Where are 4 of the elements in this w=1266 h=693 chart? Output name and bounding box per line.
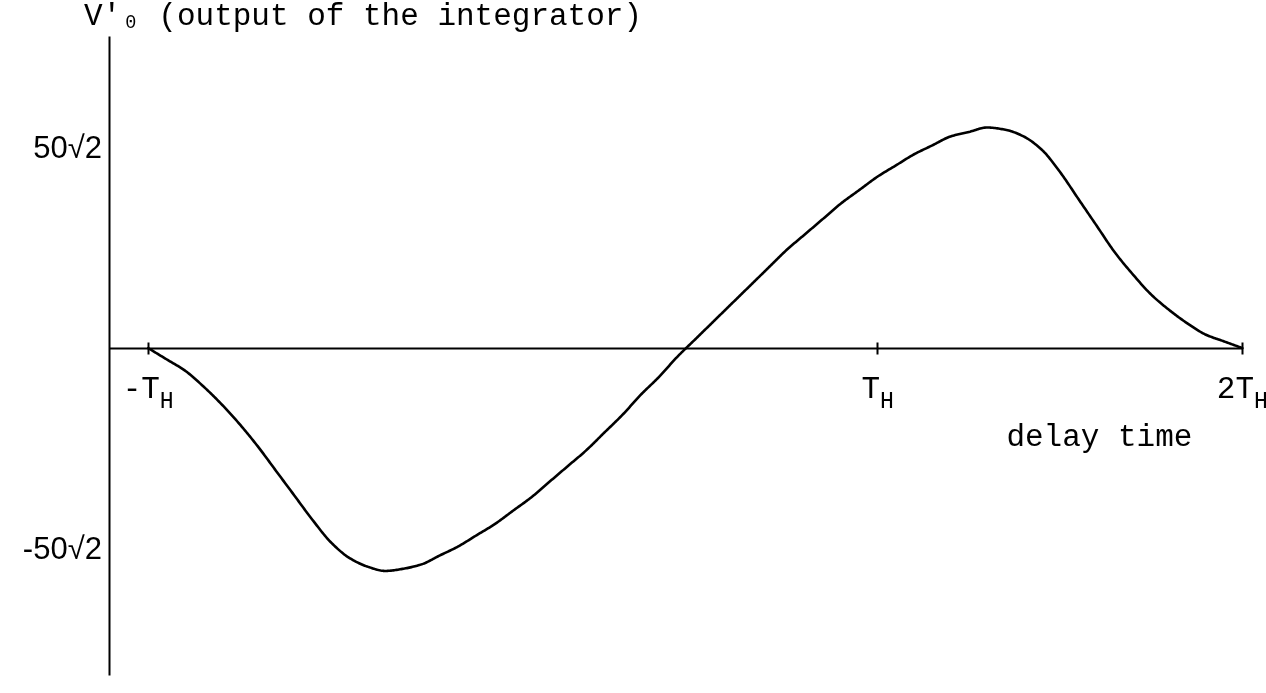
- text: -50√2: [22, 531, 102, 567]
- y-axis-title: V′₀ (output of the integrator): [83, 0, 643, 35]
- x-axis-title: delay time: [1006, 419, 1193, 455]
- text: 50√2: [33, 130, 102, 166]
